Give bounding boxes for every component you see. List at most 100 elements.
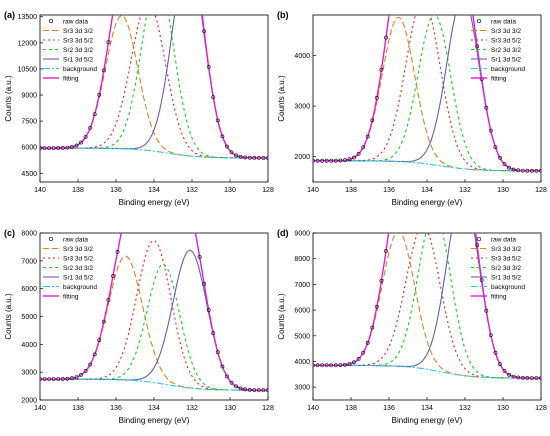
raw-data-point [333,363,338,368]
raw-data-point [229,150,234,155]
raw-data-point [516,168,521,173]
raw-data-point [51,146,56,151]
raw-data-point [315,363,320,368]
x-tick-label: 128 [535,187,547,194]
raw-data-point [412,89,415,92]
y-tick-label: 8000 [21,231,37,238]
raw-data-point [197,254,202,259]
y-tick-label: 4000 [294,359,310,366]
raw-data-point [471,11,474,14]
raw-data-point [356,356,361,361]
x-tick-label: 140 [34,187,46,194]
legend-label: Sr2 3d 3/2 [491,265,521,272]
legend-item: background [471,284,525,291]
raw-data-point [453,112,456,115]
raw-data-point [56,377,61,382]
y-tick-label: 2000 [294,154,310,161]
y-tick-label: 4000 [294,53,310,60]
legend-item: fitting [43,76,79,83]
y-tick-label: 3000 [294,385,310,392]
legend-marker [476,236,482,242]
raw-data-point [425,44,428,47]
plot-area [40,107,268,393]
legend-item: Sr3 3d 3/2 [471,246,521,253]
raw-data-point [247,155,252,160]
legend-item: Sr1 3d 5/2 [471,57,521,64]
y-tick-label: 4000 [21,342,37,349]
raw-data-point [471,208,474,211]
raw-data-point [70,376,74,381]
x-tick-label: 134 [148,187,160,194]
raw-data-point [342,362,347,367]
x-tick-label: 132 [186,405,198,412]
legend: raw data Sr3 3d 3/2 Sr3 3d 5/2 Sr2 3d 3/2 Sr… [43,237,97,301]
y-tick-label: 6000 [21,145,37,152]
legend-label: Sr2 3d 3/2 [63,47,93,54]
raw-data-point [462,150,465,153]
raw-data-point [511,374,516,379]
x-tick-label: 138 [72,187,84,194]
raw-data-point [40,377,42,381]
raw-data-point [40,146,42,150]
raw-data-point [261,156,266,160]
raw-data-point [313,158,315,163]
legend-item: Sr1 3d 5/2 [43,275,93,282]
raw-data-point [202,281,207,286]
legend-item: fitting [471,76,507,83]
background-curve [313,160,541,172]
y-axis-label: Counts (a.u.) [4,293,13,340]
raw-data-point [42,377,47,382]
raw-data-point [180,159,183,162]
raw-data-point [171,117,174,120]
raw-data-point [175,138,178,141]
raw-data-point [484,105,489,110]
raw-data-point [148,107,151,110]
raw-data-point [539,376,541,380]
raw-data-point [507,165,512,170]
legend-item: Sr2 3d 3/2 [471,47,521,54]
legend-item: Sr3 3d 5/2 [471,38,521,45]
raw-data-point [333,158,338,163]
plot-area [313,44,541,381]
x-tick-label: 140 [307,187,319,194]
legend-label: raw data [491,237,516,244]
y-tick-label: 2000 [21,398,37,405]
raw-data-point [384,249,388,253]
x-tick-label: 130 [497,187,509,194]
panel-label: (b) [277,10,289,20]
raw-data-point [225,374,229,379]
raw-data-point [234,384,239,389]
x-tick-label: 140 [34,405,46,412]
legend-label: Sr3 3d 3/2 [491,28,521,35]
raw-data-point [389,218,392,221]
y-tick-label: 7000 [21,258,37,265]
x-tick-label: 128 [262,187,274,194]
x-axis-label: Binding energy (eV) [119,198,190,207]
y-tick-label: 5000 [21,314,37,321]
x-tick-label: 132 [186,187,198,194]
legend-item: Sr3 3d 3/2 [471,28,521,35]
raw-data-point [356,151,361,156]
x-tick-label: 138 [72,405,84,412]
legend-item: raw data [48,19,88,26]
legend-item: raw data [48,236,88,244]
raw-data-point [111,274,115,278]
y-tick-label: 8000 [294,256,310,263]
raw-data-point [266,388,268,393]
y-tick-label: 3000 [21,370,37,377]
legend-label: Sr2 3d 3/2 [491,47,521,54]
raw-data-point [70,145,74,149]
y-tick-label: 5000 [294,333,310,340]
legend-label: background [491,66,525,73]
raw-data-point [352,155,356,160]
legend-label: background [63,284,97,291]
raw-data-point [338,363,343,368]
legend-label: fitting [491,294,507,301]
legend-marker [48,236,54,242]
y-tick-label: 7500 [21,119,37,126]
x-tick-label: 130 [497,405,509,412]
y-tick-label: 3000 [294,104,310,111]
raw-data-point [347,362,352,366]
legend-item: Sr1 3d 5/2 [43,57,93,64]
raw-data-point [121,227,124,230]
